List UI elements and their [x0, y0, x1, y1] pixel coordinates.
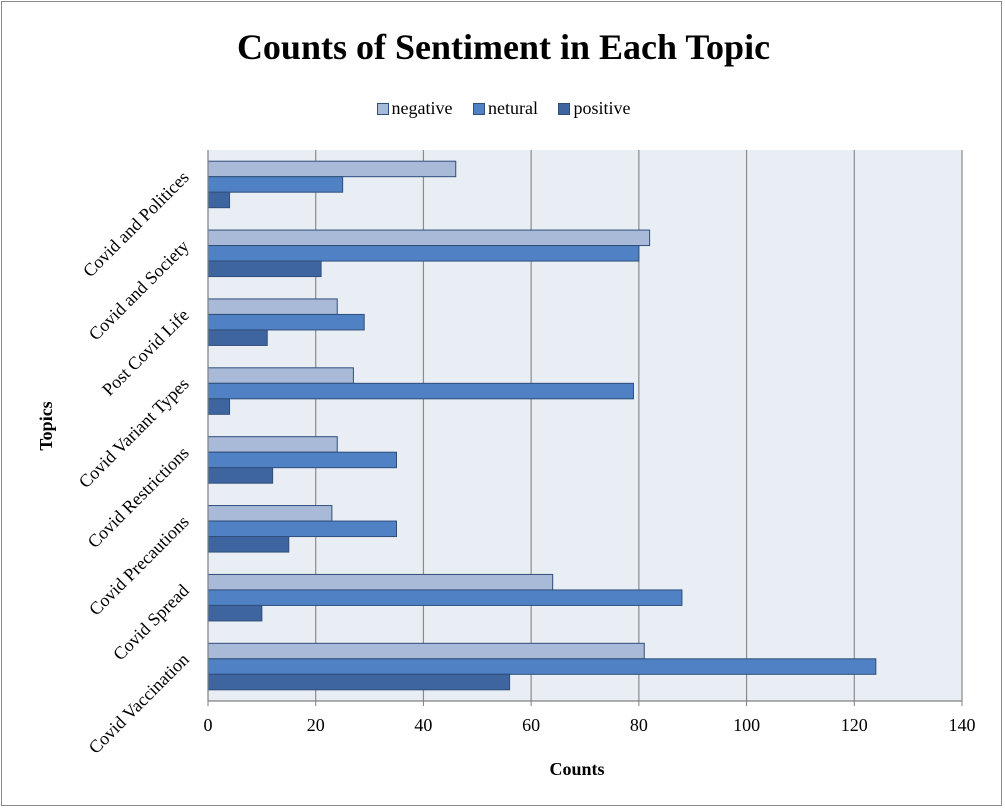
bar-covid-spread-negative	[207, 573, 554, 591]
y-axis-title: Topics	[36, 401, 56, 450]
x-tick-label-100: 100	[733, 715, 760, 735]
bar-covid-variant-types-negative	[207, 367, 354, 384]
bar-covid-vaccination-positive	[207, 673, 511, 691]
bar-post-covid-life-netural	[207, 313, 365, 331]
chart-legend: negative netural positive	[2, 98, 1005, 120]
bar-covid-restrictions-netural	[207, 451, 397, 469]
bar-covid-precautions-negative	[207, 505, 333, 522]
bar-covid-restrictions-negative	[207, 436, 338, 453]
bar-covid-variant-types-positive	[207, 398, 231, 415]
chart-title: Counts of Sentiment in Each Topic	[236, 27, 771, 67]
x-tick-label-140: 140	[949, 715, 976, 735]
x-tick-label-120: 120	[841, 715, 868, 735]
legend-label-netural: netural	[488, 98, 538, 118]
bar-post-covid-life-positive	[207, 329, 268, 346]
y-tick-label-covid-vaccination: Covid Vaccination	[85, 649, 193, 757]
bar-covid-variant-types-netural	[207, 382, 634, 400]
x-axis-title: Counts	[549, 759, 604, 779]
x-tick-label-20: 20	[307, 715, 325, 735]
bar-covid-vaccination-netural	[207, 658, 877, 675]
bar-covid-restrictions-positive	[207, 467, 274, 484]
bar-covid-precautions-netural	[207, 520, 397, 538]
x-tick-label-60: 60	[522, 715, 540, 735]
bar-covid-and-society-netural	[207, 245, 640, 262]
bar-covid-vaccination-negative	[207, 642, 645, 660]
legend-item-negative: negative	[376, 98, 453, 119]
legend-swatch-negative	[376, 102, 389, 115]
legend-label-negative: negative	[391, 98, 453, 118]
legend-swatch-netural	[473, 102, 485, 115]
bar-covid-and-politices-netural	[207, 176, 344, 193]
legend-swatch-positive	[558, 102, 571, 115]
legend-label-positive: positive	[573, 98, 631, 118]
bar-covid-and-society-positive	[207, 260, 322, 278]
x-tick-label-40: 40	[414, 715, 432, 735]
bar-covid-precautions-positive	[207, 536, 290, 553]
x-tick-label-0: 0	[204, 715, 213, 735]
bar-covid-spread-positive	[207, 604, 263, 622]
bar-covid-and-politices-positive	[207, 191, 231, 209]
legend-item-positive: positive	[558, 98, 630, 119]
x-tick-label-80: 80	[630, 715, 648, 735]
legend-item-netural: netural	[473, 98, 538, 119]
bar-post-covid-life-negative	[207, 298, 338, 315]
bar-covid-and-politices-negative	[207, 160, 457, 178]
bar-covid-and-society-negative	[207, 229, 651, 247]
bar-covid-spread-netural	[207, 589, 683, 606]
